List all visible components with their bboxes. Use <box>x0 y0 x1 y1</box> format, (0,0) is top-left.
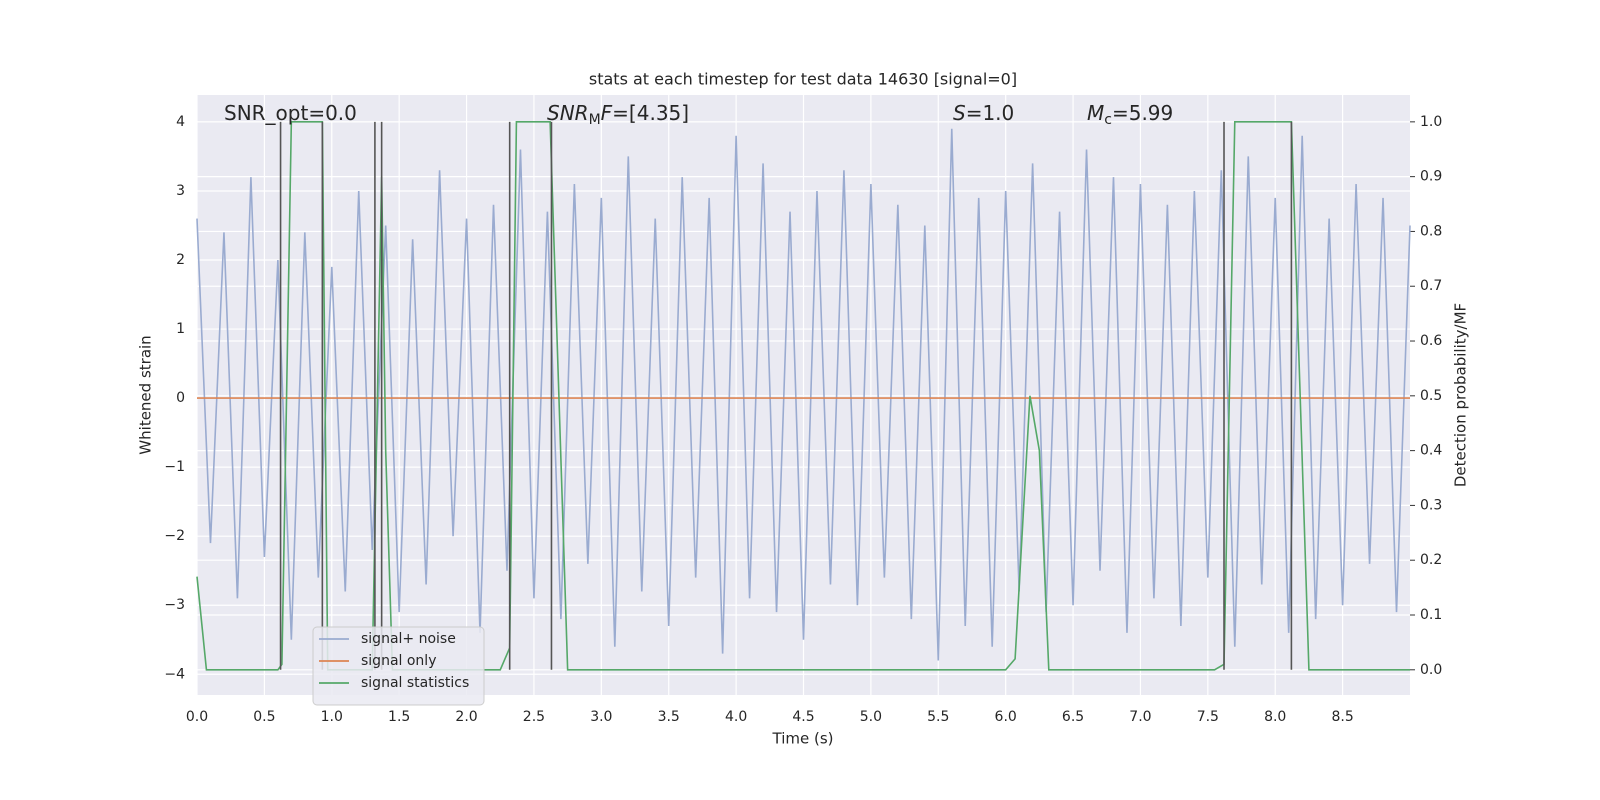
annotation-part: =5.99 <box>1112 101 1173 125</box>
annotation-part: F <box>601 101 613 125</box>
y-tick-label: −2 <box>164 528 185 544</box>
y-tick-label: 3 <box>176 183 185 199</box>
x-tick-label: 1.0 <box>321 709 343 725</box>
y2-tick-label: 0.4 <box>1420 443 1442 459</box>
chart-title: stats at each timestep for test data 146… <box>589 70 1017 89</box>
x-tick-label: 5.0 <box>860 709 882 725</box>
y2-tick-label: 0.0 <box>1420 662 1442 678</box>
annotation-part: =[4.35] <box>612 101 689 125</box>
x-tick-label: 5.5 <box>927 709 949 725</box>
x-tick-label: 7.5 <box>1197 709 1219 725</box>
y2-axis-label: Detection probability/MF <box>1452 303 1470 487</box>
x-axis-label: Time (s) <box>772 730 834 748</box>
y-tick-label: −1 <box>164 459 185 475</box>
y2-tick-label: 0.7 <box>1420 278 1442 294</box>
y-tick-label: 4 <box>176 114 185 130</box>
x-tick-label: 2.5 <box>523 709 545 725</box>
x-tick-label: 2.0 <box>455 709 477 725</box>
y-tick-label: −4 <box>164 666 185 682</box>
x-tick-label: 3.5 <box>658 709 680 725</box>
series-line <box>196 128 1411 661</box>
y2-tick-label: 0.5 <box>1420 388 1442 404</box>
y2-tick-label: 0.8 <box>1420 223 1442 239</box>
legend-label: signal only <box>361 653 436 669</box>
y2-tick-label: 0.1 <box>1420 607 1442 623</box>
y-tick-label: 0 <box>176 390 185 406</box>
annotation-part: c <box>1104 112 1112 128</box>
y-axis-label: Whitened strain <box>137 335 155 454</box>
y2-tick-label: 0.6 <box>1420 333 1442 349</box>
x-tick-label: 6.5 <box>1062 709 1084 725</box>
series-line <box>196 121 1410 671</box>
legend: signal+ noise signal only signal statistic… <box>312 626 485 706</box>
annotation: SNR_opt=0.0 <box>224 101 357 125</box>
annotation-part: =1.0 <box>966 101 1015 125</box>
y2-tick-label: 1.0 <box>1420 114 1442 130</box>
legend-box <box>312 626 485 706</box>
x-tick-label: 6.0 <box>995 709 1017 725</box>
legend-label: signal statistics <box>361 675 469 691</box>
y2-tick-label: 0.9 <box>1420 169 1442 185</box>
y2-tick-label: 0.2 <box>1420 552 1442 568</box>
x-tick-label: 7.0 <box>1129 709 1151 725</box>
annotation-part: S <box>953 101 966 125</box>
x-tick-label: 4.5 <box>792 709 814 725</box>
x-tick-label: 8.5 <box>1331 709 1353 725</box>
x-tick-label: 3.0 <box>590 709 612 725</box>
y-tick-label: −3 <box>164 597 185 613</box>
y-tick-label: 2 <box>176 252 185 268</box>
x-tick-label: 0.5 <box>253 709 275 725</box>
annotation-part: M <box>589 112 601 128</box>
annotation-part: M <box>1087 101 1104 125</box>
x-tick-label: 0.0 <box>186 709 208 725</box>
y-tick-label: 1 <box>176 321 185 337</box>
y2-tick-label: 0.3 <box>1420 497 1442 513</box>
annotation: SNRMF=[4.35] <box>547 101 689 129</box>
annotation: Mc=5.99 <box>1087 101 1173 129</box>
x-tick-label: 4.0 <box>725 709 747 725</box>
annotation: S=1.0 <box>953 101 1014 125</box>
annotation-part: SNR_opt=0.0 <box>224 101 357 125</box>
legend-label: signal+ noise <box>361 631 456 647</box>
x-tick-label: 1.5 <box>388 709 410 725</box>
x-tick-label: 8.0 <box>1264 709 1286 725</box>
annotation-part: SNR <box>547 101 589 125</box>
